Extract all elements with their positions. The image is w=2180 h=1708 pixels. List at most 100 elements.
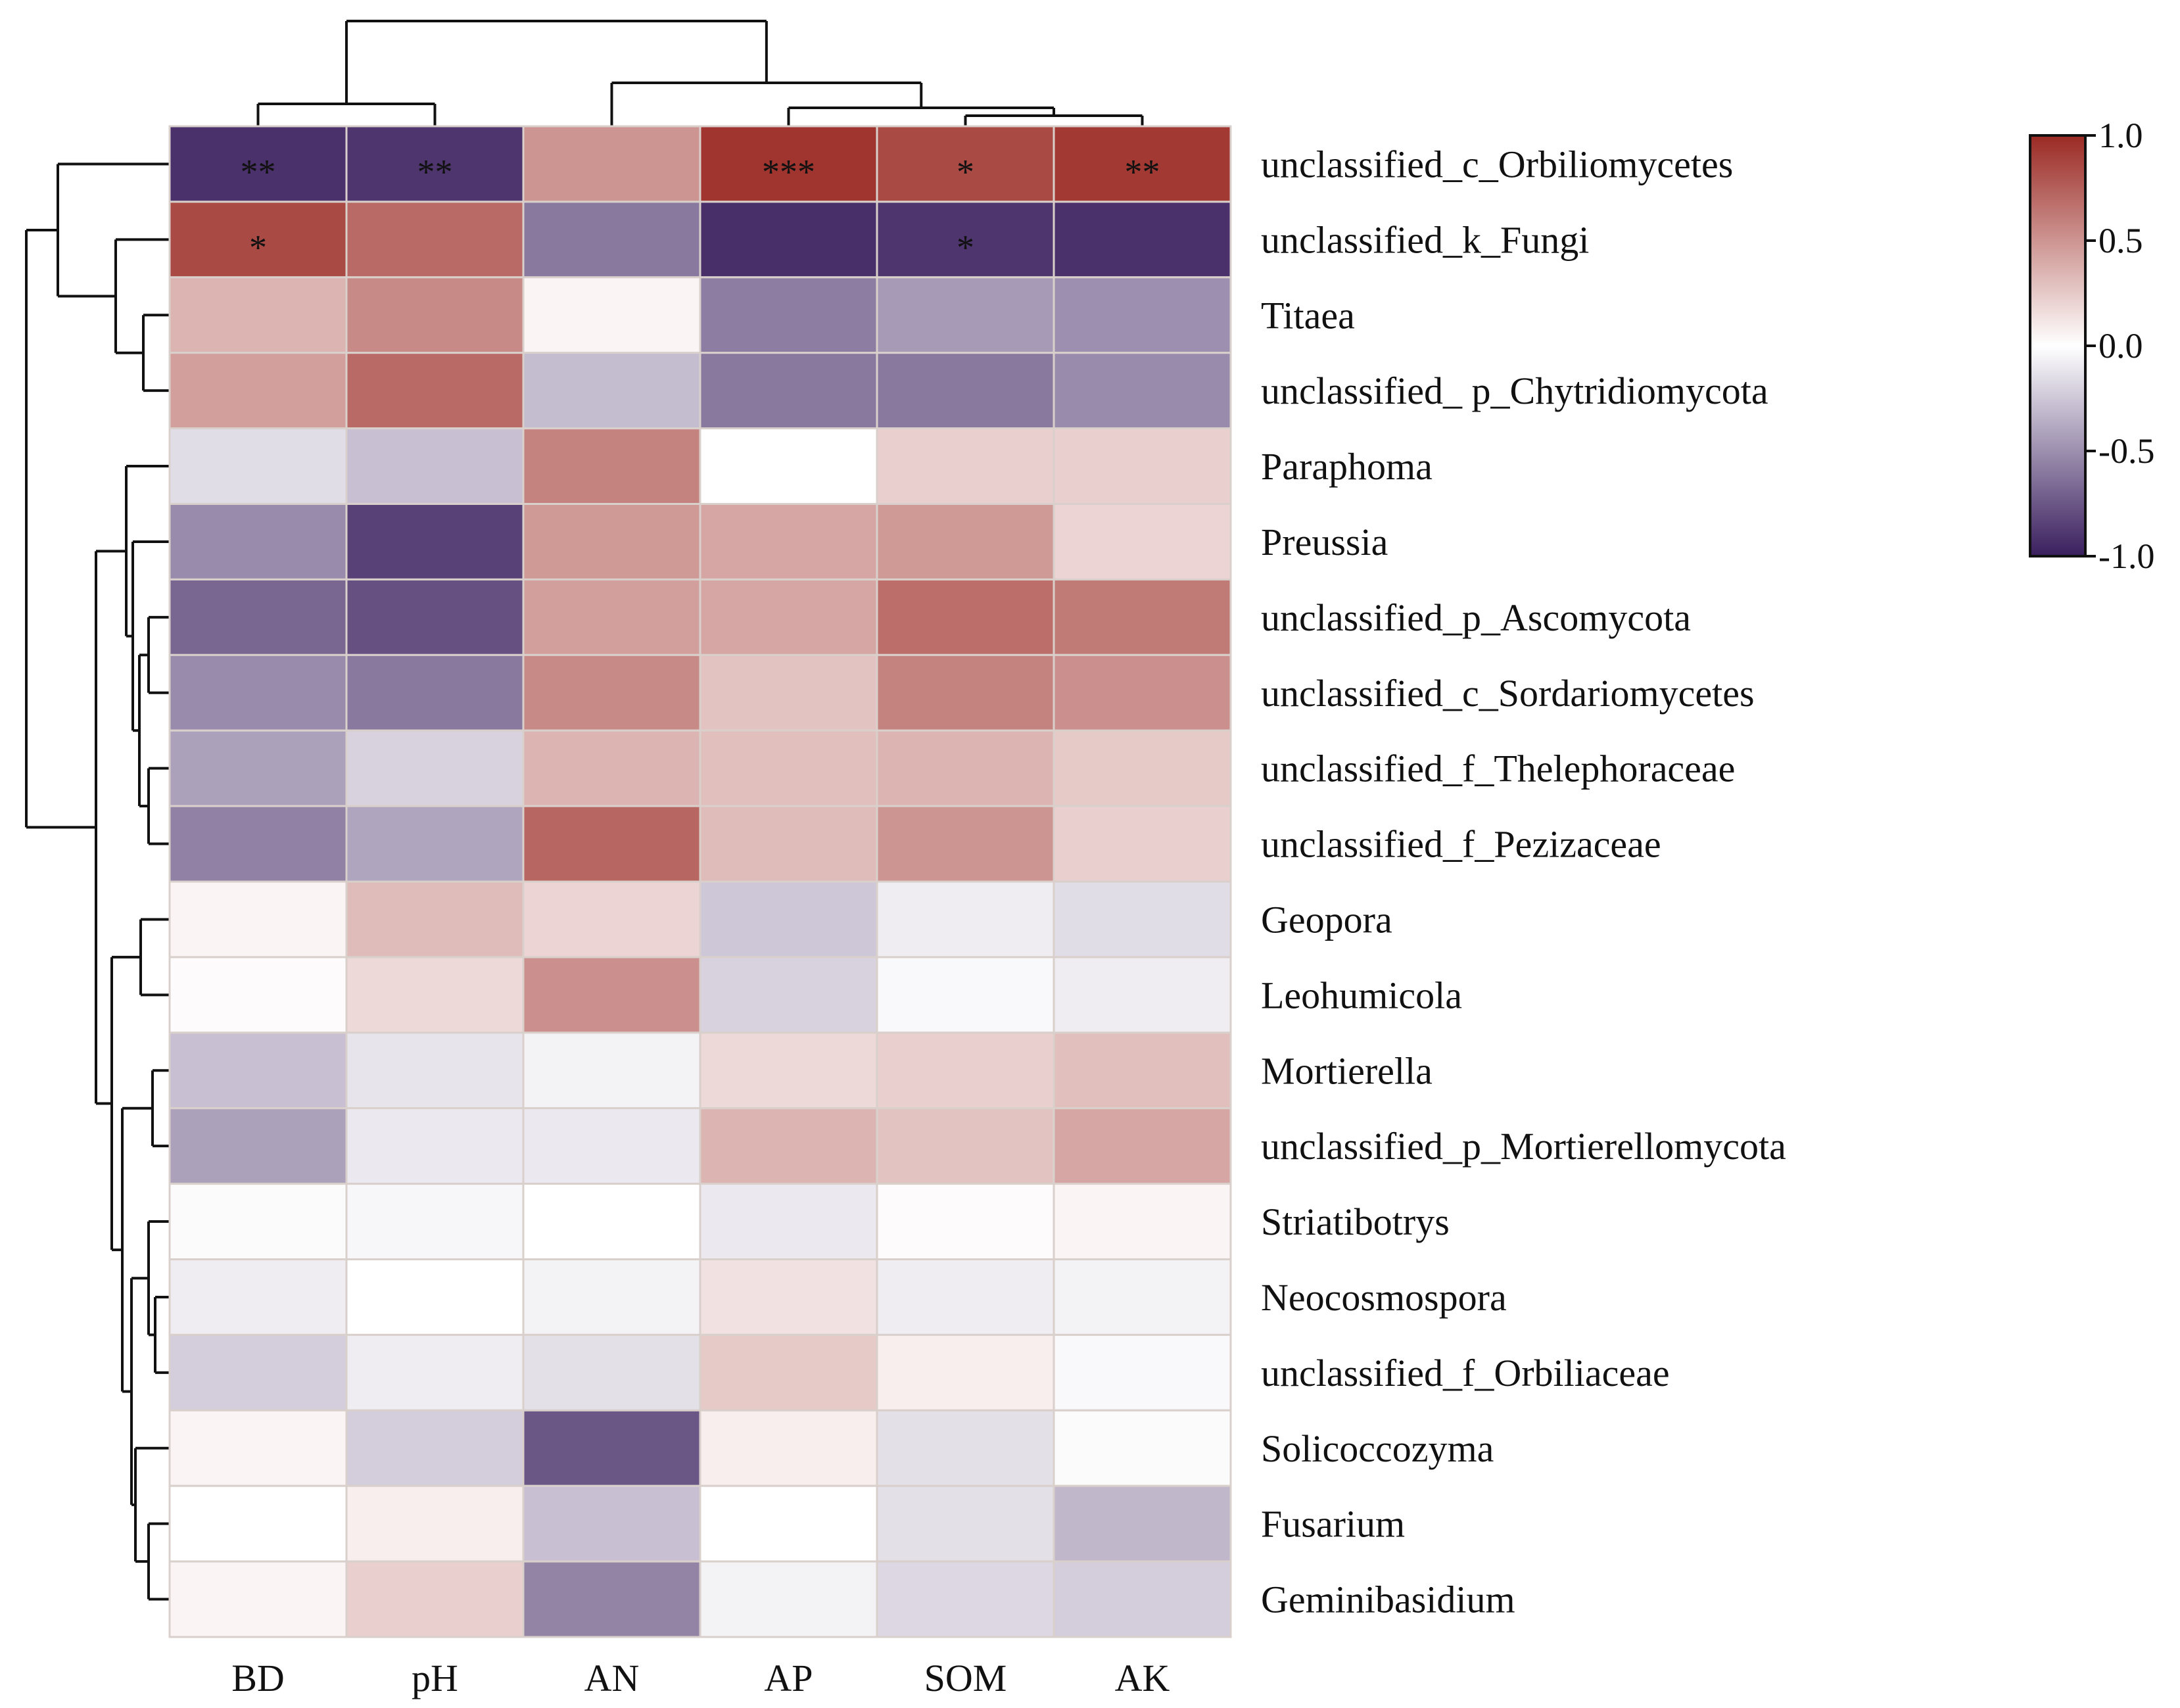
heatmap-cell xyxy=(522,1560,701,1638)
heatmap-cell xyxy=(168,352,348,430)
row-label-fusarium: Fusarium xyxy=(1261,1503,1405,1546)
heatmap-cell xyxy=(1053,352,1232,430)
heatmap-cell xyxy=(168,1032,348,1110)
heatmap-cell xyxy=(876,729,1055,807)
heatmap-cell xyxy=(1053,578,1232,656)
row-label-unclassified-f-thelephoraceae: unclassified_f_Thelephoraceae xyxy=(1261,747,1735,790)
heatmap-cell xyxy=(522,276,701,354)
heatmap-cell xyxy=(168,805,348,883)
heatmap-cell xyxy=(522,1032,701,1110)
heatmap-cell xyxy=(1053,1107,1232,1185)
row-labels: unclassified_c_Orbiliomycetes unclassifie… xyxy=(1261,143,1786,1621)
heatmap-cell xyxy=(699,1409,878,1487)
heatmap-cell xyxy=(1053,805,1232,883)
heatmap-cell xyxy=(168,427,348,505)
row-label-unclassified-k-fungi: unclassified_k_Fungi xyxy=(1261,218,1589,261)
heatmap-cell xyxy=(522,1409,701,1487)
heatmap-cell xyxy=(876,1032,1055,1110)
heatmap-cell xyxy=(699,805,878,883)
heatmap-cell xyxy=(1053,503,1232,581)
heatmap-cell xyxy=(522,1333,701,1411)
heatmap-cell xyxy=(1053,956,1232,1034)
heatmap-cell xyxy=(876,503,1055,581)
colorbar-tick-label: 1.0 xyxy=(2098,116,2143,155)
row-label-paraphoma: Paraphoma xyxy=(1261,445,1433,488)
heatmap-cell xyxy=(168,1484,348,1563)
colorbar-tick-label: 0.5 xyxy=(2098,221,2143,260)
heatmap-cell xyxy=(699,729,878,807)
heatmap-cell xyxy=(876,653,1055,732)
heatmap-cell xyxy=(876,956,1055,1034)
heatmap-cell xyxy=(876,1107,1055,1185)
heatmap-cell xyxy=(699,1484,878,1563)
heatmap-cell xyxy=(1053,653,1232,732)
heatmap-cell xyxy=(876,1560,1055,1638)
heatmap-cell xyxy=(876,805,1055,883)
heatmap-cell xyxy=(522,653,701,732)
row-label-leohumicola: Leohumicola xyxy=(1261,974,1462,1016)
heatmap-cell xyxy=(168,729,348,807)
heatmap-cell xyxy=(168,1333,348,1411)
heatmap-cell xyxy=(345,201,525,279)
heatmap-cell xyxy=(168,1183,348,1260)
heatmap-cell xyxy=(345,805,525,883)
heatmap-cell xyxy=(522,125,701,203)
heatmap-cell xyxy=(1053,1560,1232,1638)
significance-mark: * xyxy=(957,152,974,191)
row-label-striatibotrys: Striatibotrys xyxy=(1261,1200,1450,1243)
heatmap-cells xyxy=(168,125,1232,1638)
row-label-geminibasidium: Geminibasidium xyxy=(1261,1578,1515,1621)
heatmap-cell xyxy=(168,201,348,279)
significance-marks: ** ** *** * *** * xyxy=(241,152,1160,267)
heatmap-cell xyxy=(168,1560,348,1638)
column-labels: BD pH AN AP SOM AK xyxy=(231,1657,1170,1699)
heatmap-cell xyxy=(168,653,348,732)
heatmap-cell xyxy=(345,1560,525,1638)
heatmap-cell xyxy=(168,1107,348,1185)
row-dendrogram xyxy=(25,162,170,1601)
heatmap-cell xyxy=(345,1333,525,1411)
row-label-unclassified-p-mortierellomycota: unclassified_p_Mortierellomycota xyxy=(1261,1125,1786,1168)
column-label-ak: AK xyxy=(1115,1657,1170,1699)
heatmap-cell xyxy=(168,1409,348,1487)
significance-mark: * xyxy=(249,227,267,267)
heatmap-cell xyxy=(522,805,701,883)
heatmap-cell xyxy=(876,1333,1055,1411)
row-label-preussia: Preussia xyxy=(1261,521,1388,563)
row-label-mortierella: Mortierella xyxy=(1261,1049,1433,1092)
heatmap-cell xyxy=(522,578,701,656)
heatmap-cell xyxy=(1053,1409,1232,1487)
heatmap-cell xyxy=(1053,1032,1232,1110)
row-label-unclassified-f-pezizaceae: unclassified_f_Pezizaceae xyxy=(1261,823,1661,866)
heatmap-cell xyxy=(876,880,1055,959)
heatmap-cell xyxy=(876,427,1055,505)
heatmap-cell xyxy=(1053,729,1232,807)
column-label-bd: BD xyxy=(231,1657,285,1699)
heatmap-cell xyxy=(345,653,525,732)
heatmap-cell xyxy=(699,1258,878,1336)
colorbar-gradient xyxy=(2029,134,2087,557)
heatmap-cell xyxy=(876,276,1055,354)
heatmap-cell xyxy=(345,956,525,1034)
heatmap-cell xyxy=(168,1258,348,1336)
heatmap-cell xyxy=(522,427,701,505)
row-label-unclassified-c-sordariomycetes: unclassified_c_Sordariomycetes xyxy=(1261,672,1755,715)
heatmap-cell xyxy=(699,1107,878,1185)
heatmap-cell xyxy=(876,1258,1055,1336)
heatmap-cell xyxy=(699,1560,878,1638)
heatmap-cell xyxy=(1053,880,1232,959)
heatmap-cell xyxy=(699,1333,878,1411)
heatmap-cell xyxy=(876,1409,1055,1487)
heatmap-cell xyxy=(876,125,1055,203)
heatmap-cell xyxy=(876,1183,1055,1260)
heatmap-cell xyxy=(345,352,525,430)
heatmap-cell xyxy=(699,880,878,959)
heatmap-cell xyxy=(699,503,878,581)
heatmap-cell xyxy=(699,427,878,505)
heatmap-cell xyxy=(522,1484,701,1563)
heatmap-cell xyxy=(699,956,878,1034)
heatmap-cell xyxy=(168,503,348,581)
colorbar-tick-label: 0.0 xyxy=(2098,326,2143,366)
significance-mark: ** xyxy=(241,152,276,191)
